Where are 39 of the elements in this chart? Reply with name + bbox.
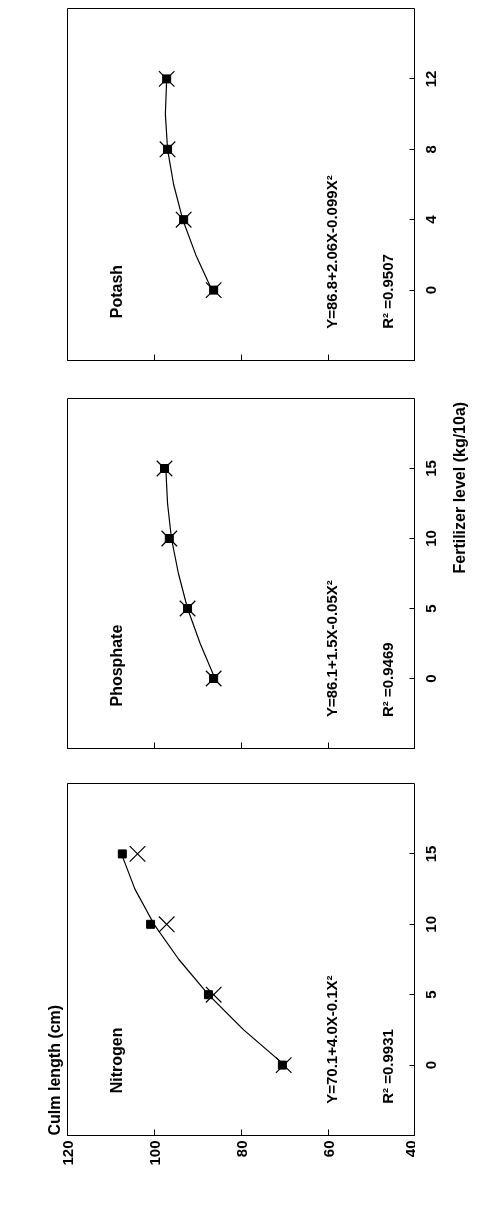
point (160, 530, 178, 547)
y-tick-label: 4 (421, 214, 439, 224)
point (205, 670, 223, 687)
annotation: R² =0.9507 (379, 254, 397, 329)
y-tick-label: 0 (421, 674, 439, 683)
y-tick-label: 0 (421, 285, 439, 295)
x-tick-label: 40 (401, 1140, 419, 1158)
annotation: R² =0.9469 (379, 642, 397, 717)
x-tick-label: 60 (319, 1140, 337, 1158)
y-tick-label: 15 (421, 460, 439, 477)
point (129, 845, 146, 863)
y-tick-label: 15 (421, 845, 439, 863)
text: Culm length (cm) (45, 1004, 63, 1136)
point (158, 70, 176, 88)
text: Potash (107, 264, 125, 319)
x-tick-label: 100 (145, 1140, 163, 1166)
y-tick-label: 0 (421, 1060, 439, 1070)
x-tick-label: 80 (232, 1140, 250, 1158)
y-axis-title: Fertilizer level (kg/10a) (451, 401, 468, 574)
annotation: R² =0.9931 (379, 1029, 397, 1104)
y-tick-label: 5 (421, 604, 439, 613)
y-tick-label: 5 (421, 990, 439, 999)
text: Nitrogen (107, 1027, 125, 1094)
point (159, 140, 176, 158)
point (275, 1056, 293, 1074)
point (205, 986, 223, 1004)
y-tick-label: 8 (421, 145, 439, 154)
annotation: Y=86.1+1.5X-0.05X² (323, 580, 341, 717)
y-tick-label: 10 (421, 915, 439, 933)
point (146, 919, 156, 929)
point (117, 849, 127, 859)
y-tick-label: 10 (421, 530, 439, 547)
y-tick-label: 12 (421, 70, 439, 88)
annotation: Y=86.8+2.06X-0.099X² (323, 175, 341, 329)
text: Phosphate (107, 624, 125, 707)
point (158, 915, 176, 933)
x-tick-label: 120 (58, 1140, 76, 1166)
annotation: Y=70.1+4.0X-0.1X² (323, 975, 341, 1104)
point (205, 281, 223, 299)
